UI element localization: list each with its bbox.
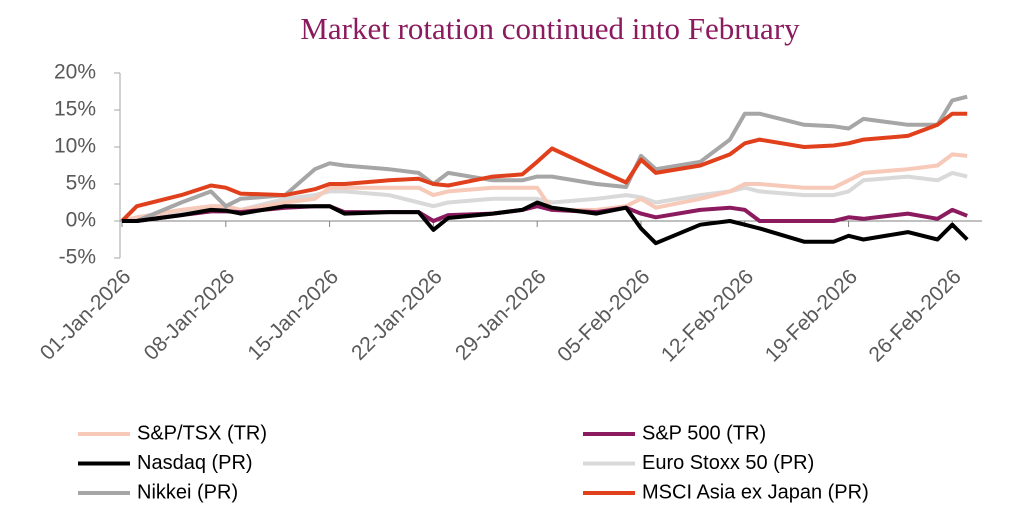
x-tick-label: 01-Jan-2026: [36, 265, 136, 365]
series-line: [122, 200, 969, 246]
x-tick-label: 19-Feb-2026: [761, 265, 862, 366]
y-tick-label: 20%: [54, 61, 96, 84]
y-tick-label: 15%: [54, 98, 96, 121]
x-tick-label: 08-Jan-2026: [140, 265, 240, 365]
series-line: [121, 152, 968, 223]
legend-label: MSCI Asia ex Japan (PR): [642, 481, 869, 503]
y-tick-label: 0%: [66, 209, 96, 232]
y-tick-label: 5%: [66, 172, 96, 195]
x-tick-label: 29-Jan-2026: [451, 265, 551, 365]
x-tick-label: 22-Jan-2026: [347, 265, 447, 365]
y-tick-label: 10%: [54, 135, 96, 158]
y-tick-label: -5%: [59, 246, 96, 269]
chart-title: Market rotation continued into February: [300, 11, 800, 46]
legend-label: Euro Stoxx 50 (PR): [642, 452, 814, 474]
x-tick-label: 15-Jan-2026: [243, 265, 343, 365]
legend-label: Nasdaq (PR): [137, 452, 253, 474]
x-tick-label: 05-Feb-2026: [553, 265, 654, 366]
legend-label: S&P 500 (TR): [642, 422, 766, 444]
series-line: [120, 111, 968, 223]
series-line: [122, 94, 968, 223]
legend-label: S&P/TSX (TR): [137, 422, 267, 444]
x-tick-label: 26-Feb-2026: [865, 265, 966, 366]
x-tick-label: 12-Feb-2026: [657, 265, 758, 366]
legend-label: Nikkei (PR): [137, 481, 238, 503]
